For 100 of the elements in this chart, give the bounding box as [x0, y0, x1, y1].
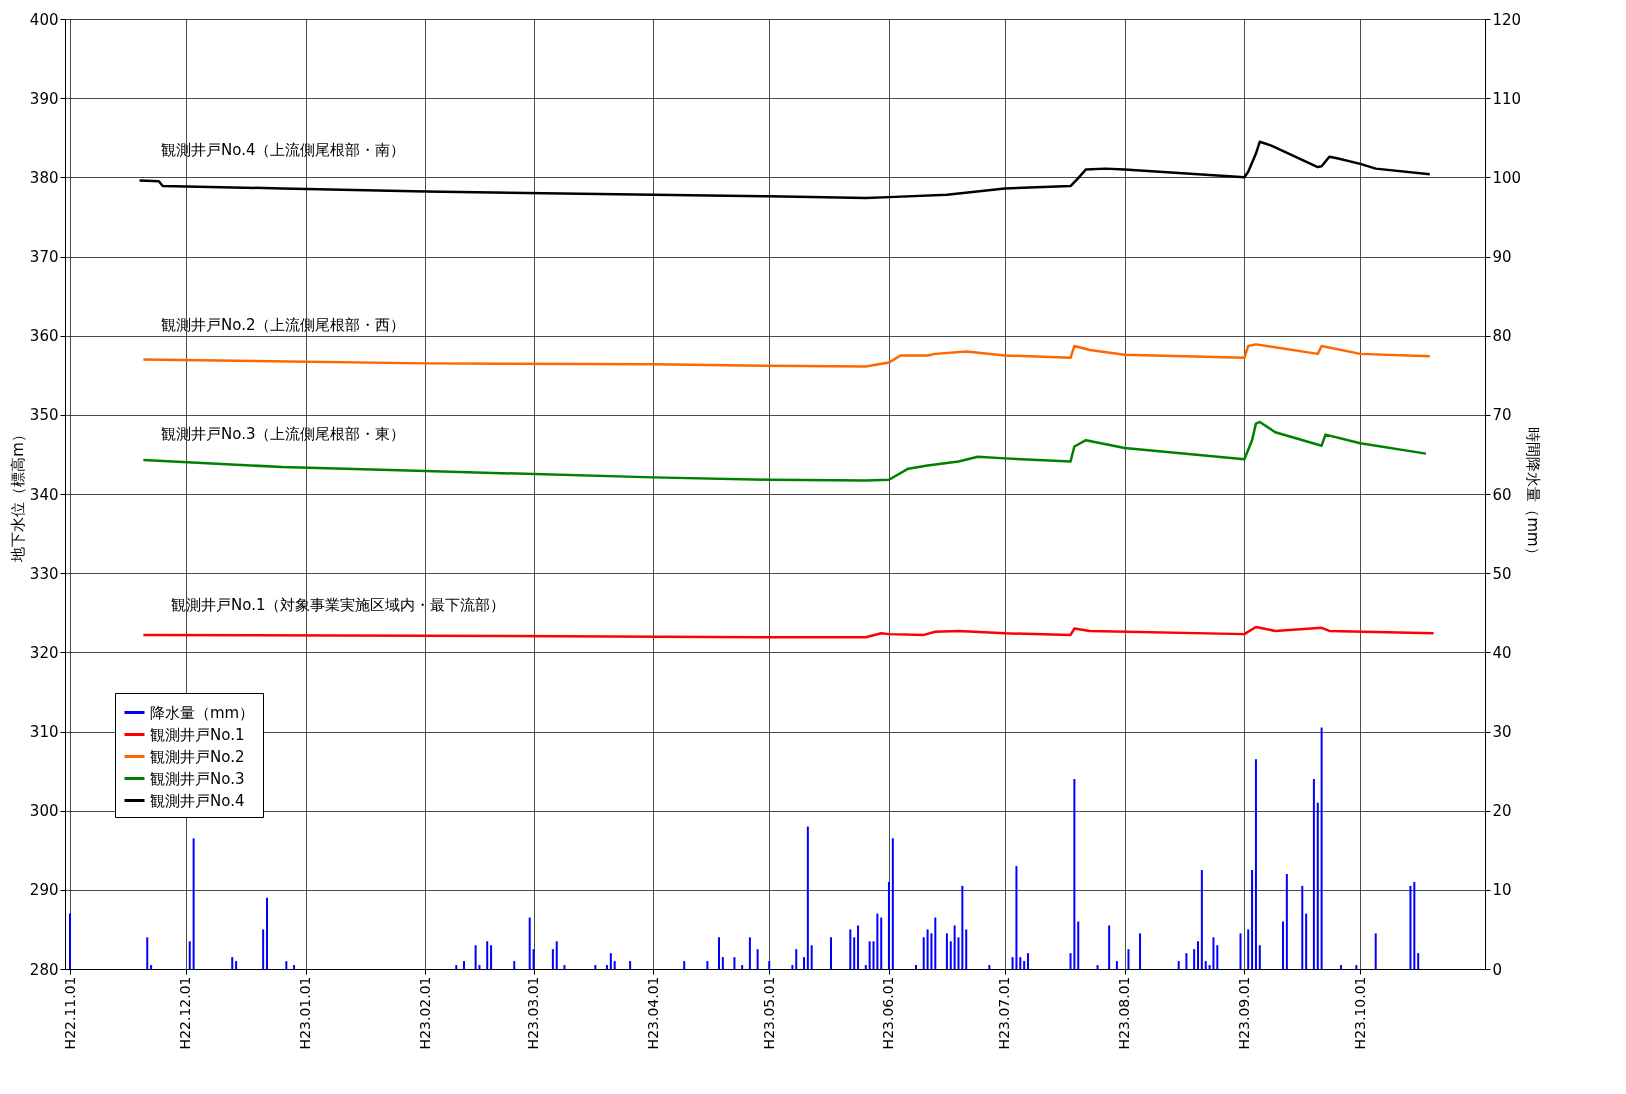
- x-tick-label: H23.08.01: [1116, 976, 1133, 1050]
- y-tick-label: 280: [29, 960, 59, 979]
- bar: [1316, 802, 1319, 969]
- y-axis-title: 地下水位（標高m）: [8, 427, 27, 563]
- bar: [192, 838, 195, 969]
- bar: [605, 965, 608, 969]
- bar: [528, 917, 531, 969]
- bar: [1355, 965, 1358, 969]
- bar: [1258, 945, 1261, 969]
- bar: [880, 917, 883, 969]
- y2-tick-label: 80: [1492, 327, 1512, 346]
- y2-tick-label: 90: [1492, 248, 1512, 266]
- y2-tick-label: 40: [1492, 643, 1512, 662]
- bar: [1193, 949, 1196, 969]
- bar: [849, 929, 852, 969]
- bar: [1139, 933, 1142, 969]
- bar: [1320, 727, 1323, 969]
- bar: [768, 961, 771, 969]
- bar: [795, 949, 798, 969]
- bar: [1281, 921, 1284, 969]
- bar: [1374, 933, 1377, 969]
- bar: [231, 957, 234, 969]
- x-tick-label: H23.02.01: [416, 976, 433, 1050]
- legend-label: 観測井戸No.3: [150, 769, 245, 788]
- bar: [717, 937, 720, 969]
- bar: [721, 957, 724, 969]
- bar: [748, 937, 751, 969]
- y-tick-label: 300: [29, 802, 59, 821]
- x-tick-label: H23.10.01: [1351, 976, 1368, 1050]
- x-tick-label: H23.05.01: [760, 976, 777, 1050]
- y2-tick-label: 0: [1492, 960, 1503, 979]
- bar: [934, 917, 937, 969]
- bar: [864, 965, 867, 969]
- bar: [1197, 941, 1199, 969]
- bar: [802, 957, 805, 969]
- bar: [1305, 913, 1308, 969]
- x-tick-label: H23.03.01: [525, 976, 542, 1050]
- bar: [474, 945, 477, 969]
- bar: [1185, 953, 1188, 969]
- bar: [961, 885, 964, 969]
- bar: [1023, 961, 1026, 969]
- bar: [613, 961, 616, 969]
- bar: [945, 933, 948, 969]
- bar: [1019, 957, 1022, 969]
- bar: [756, 949, 759, 969]
- bar: [1108, 925, 1111, 969]
- y2-tick-label: 100: [1492, 168, 1522, 187]
- bar: [551, 949, 554, 969]
- bar: [1312, 779, 1315, 969]
- bar: [988, 965, 991, 969]
- bar: [915, 965, 917, 969]
- y-tick-label: 290: [29, 881, 59, 900]
- y2-tick-label: 20: [1492, 802, 1512, 821]
- y2-tick-label: 30: [1492, 723, 1512, 741]
- bar: [262, 929, 265, 969]
- bar: [706, 961, 709, 969]
- bar: [455, 965, 458, 969]
- x-tick-label: H23.01.01: [297, 976, 314, 1050]
- bar: [266, 897, 269, 969]
- bar: [594, 965, 597, 969]
- bar: [949, 941, 952, 969]
- x-tick-label: H23.06.01: [880, 976, 897, 1050]
- bar: [1096, 965, 1099, 969]
- bar: [609, 953, 612, 969]
- bar: [922, 937, 925, 969]
- bar: [791, 965, 794, 969]
- bar: [486, 941, 489, 969]
- line-series: [142, 343, 1432, 368]
- y-tick-label: 400: [29, 10, 59, 29]
- y2-tick-label: 10: [1492, 881, 1512, 900]
- y2-tick-label: 120: [1492, 10, 1522, 29]
- bar: [830, 937, 833, 969]
- bar: [887, 881, 890, 969]
- legend-label: 観測井戸No.2: [150, 747, 245, 766]
- bar: [1339, 965, 1342, 969]
- bar: [1239, 933, 1242, 969]
- bar: [1285, 874, 1288, 969]
- bar: [1177, 961, 1180, 969]
- y2-axis-title: 時間降水量（mm）: [1524, 427, 1543, 562]
- bar: [563, 965, 566, 969]
- bar: [926, 929, 929, 969]
- bar: [629, 961, 632, 969]
- bar: [513, 961, 516, 969]
- legend-label: 観測井戸No.4: [150, 791, 245, 810]
- bar: [1204, 961, 1207, 969]
- bar: [891, 838, 894, 969]
- bar: [953, 925, 956, 969]
- legend-label: 観測井戸No.1: [150, 725, 245, 744]
- bar: [1077, 921, 1080, 969]
- bar: [1015, 866, 1018, 969]
- y-tick-label: 350: [29, 406, 59, 425]
- bar: [810, 945, 813, 969]
- bar: [555, 941, 558, 969]
- y-tick-label: 360: [29, 327, 59, 346]
- bar: [806, 826, 809, 969]
- bar: [146, 937, 149, 969]
- line-series: [142, 420, 1428, 482]
- bar: [1200, 870, 1203, 969]
- bar: [188, 941, 191, 969]
- bar: [1409, 885, 1412, 969]
